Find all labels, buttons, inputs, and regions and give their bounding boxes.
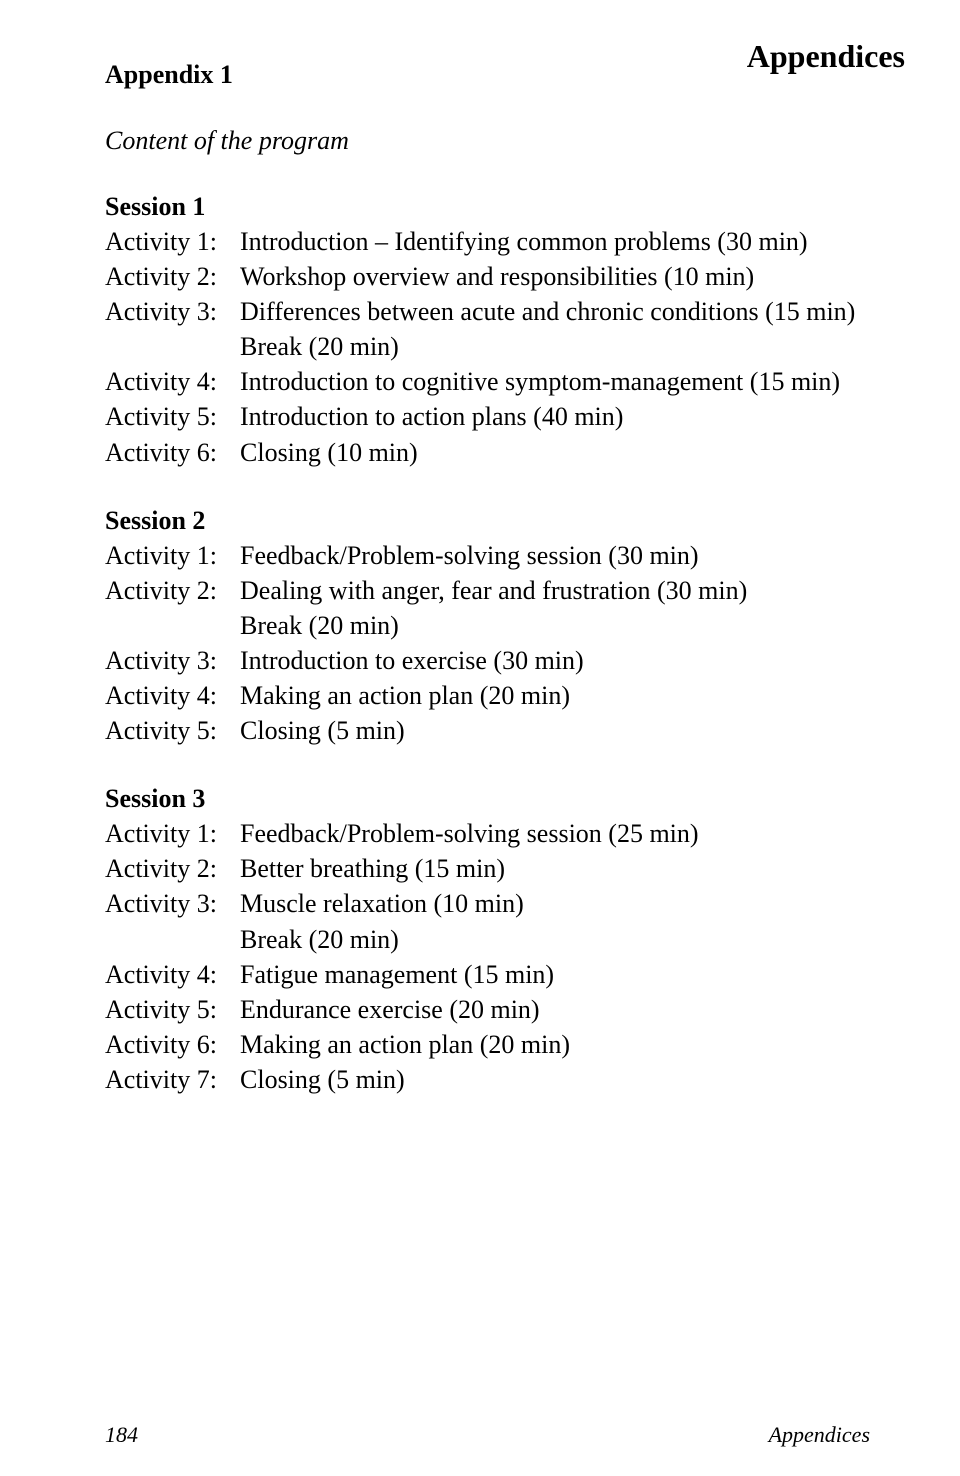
activity-row: Activity 2:Better breathing (15 min) [105, 851, 870, 886]
activity-label: Activity 6: [105, 435, 240, 470]
activity-row: Activity 4:Introduction to cognitive sym… [105, 364, 870, 399]
activity-label: Activity 7: [105, 1062, 240, 1097]
activity-description: Muscle relaxation (10 min) [240, 886, 870, 921]
activity-row: Activity 2:Dealing with anger, fear and … [105, 573, 870, 608]
page-number: 184 [105, 1422, 138, 1448]
activity-description: Closing (5 min) [240, 1062, 870, 1097]
activity-description: Better breathing (15 min) [240, 851, 870, 886]
activity-description: Break (20 min) [240, 329, 870, 364]
session-title: Session 3 [105, 784, 870, 814]
page-footer: 184 Appendices [105, 1422, 870, 1448]
activity-description: Break (20 min) [240, 608, 870, 643]
activity-label: Activity 1: [105, 224, 240, 259]
activity-description: Closing (10 min) [240, 435, 870, 470]
activity-row: Activity 5:Closing (5 min) [105, 713, 870, 748]
session-title: Session 2 [105, 506, 870, 536]
activity-label: Activity 5: [105, 713, 240, 748]
activity-label: Activity 3: [105, 886, 240, 921]
activity-label: Activity 2: [105, 851, 240, 886]
session-title: Session 1 [105, 192, 870, 222]
activity-label: Activity 1: [105, 816, 240, 851]
activity-row: Activity 3:Differences between acute and… [105, 294, 870, 329]
activity-description: Making an action plan (20 min) [240, 1027, 870, 1062]
activity-label: Activity 3: [105, 294, 240, 329]
activity-row: Activity 2:Workshop overview and respons… [105, 259, 870, 294]
activity-row: XBreak (20 min) [105, 922, 870, 957]
activity-row: XBreak (20 min) [105, 329, 870, 364]
activity-row: Activity 6:Making an action plan (20 min… [105, 1027, 870, 1062]
activity-label: Activity 4: [105, 678, 240, 713]
activity-description: Introduction to action plans (40 min) [240, 399, 870, 434]
activity-row: Activity 5:Introduction to action plans … [105, 399, 870, 434]
activity-row: Activity 5:Endurance exercise (20 min) [105, 992, 870, 1027]
activity-row: Activity 4:Fatigue management (15 min) [105, 957, 870, 992]
activity-description: Closing (5 min) [240, 713, 870, 748]
activity-description: Fatigue management (15 min) [240, 957, 870, 992]
activity-label: Activity 4: [105, 364, 240, 399]
activity-label: Activity 5: [105, 992, 240, 1027]
activity-description: Workshop overview and responsibilities (… [240, 259, 870, 294]
activity-row: Activity 1:Feedback/Problem-solving sess… [105, 538, 870, 573]
sessions-container: Session 1Activity 1:Introduction – Ident… [105, 192, 870, 1097]
page: Appendices Appendix 1 Content of the pro… [0, 0, 960, 1476]
activity-description: Introduction to cognitive symptom-manage… [240, 364, 870, 399]
activity-description: Endurance exercise (20 min) [240, 992, 870, 1027]
footer-right: Appendices [769, 1422, 870, 1448]
activity-description: Dealing with anger, fear and frustration… [240, 573, 870, 608]
activity-label: Activity 2: [105, 259, 240, 294]
activity-description: Introduction – Identifying common proble… [240, 224, 870, 259]
activity-label: Activity 2: [105, 573, 240, 608]
appendices-header: Appendices [747, 38, 905, 75]
activity-description: Feedback/Problem-solving session (30 min… [240, 538, 870, 573]
activity-row: Activity 1:Introduction – Identifying co… [105, 224, 870, 259]
activity-label: Activity 5: [105, 399, 240, 434]
activity-description: Differences between acute and chronic co… [240, 294, 870, 329]
activity-row: Activity 1:Feedback/Problem-solving sess… [105, 816, 870, 851]
activity-row: Activity 3:Introduction to exercise (30 … [105, 643, 870, 678]
activity-label: Activity 6: [105, 1027, 240, 1062]
activity-description: Break (20 min) [240, 922, 870, 957]
activity-description: Introduction to exercise (30 min) [240, 643, 870, 678]
content-subtitle: Content of the program [105, 126, 870, 156]
activity-row: Activity 3:Muscle relaxation (10 min) [105, 886, 870, 921]
activity-row: Activity 6:Closing (10 min) [105, 435, 870, 470]
activity-row: Activity 7:Closing (5 min) [105, 1062, 870, 1097]
activity-description: Feedback/Problem-solving session (25 min… [240, 816, 870, 851]
activity-row: Activity 4:Making an action plan (20 min… [105, 678, 870, 713]
activity-row: XBreak (20 min) [105, 608, 870, 643]
activity-label: Activity 4: [105, 957, 240, 992]
activity-label: Activity 1: [105, 538, 240, 573]
activity-description: Making an action plan (20 min) [240, 678, 870, 713]
activity-label: Activity 3: [105, 643, 240, 678]
